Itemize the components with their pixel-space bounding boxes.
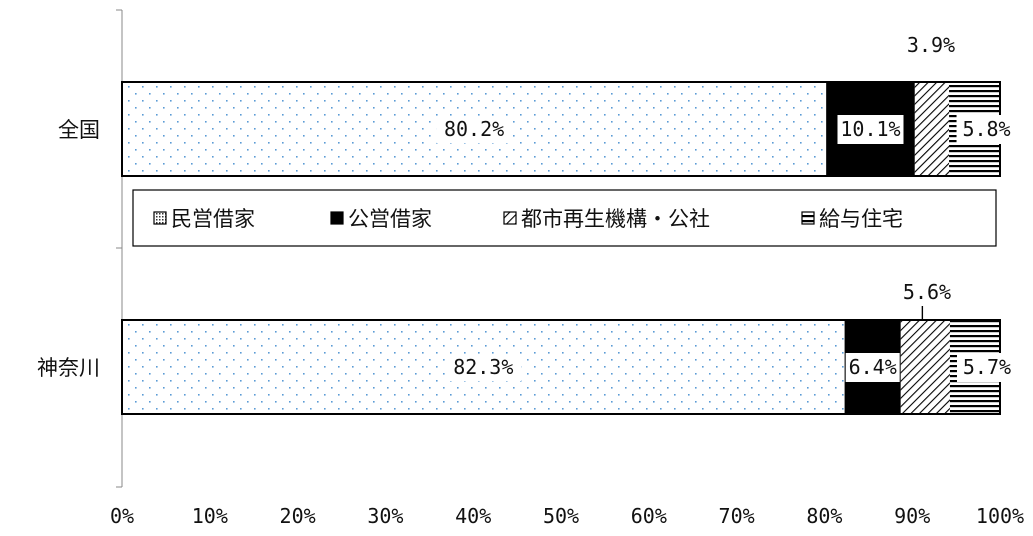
x-tick-label: 80% (806, 504, 842, 528)
x-tick-label: 10% (192, 504, 228, 528)
category-label: 全国 (58, 118, 100, 142)
x-tick-label: 20% (280, 504, 316, 528)
legend-swatch (801, 211, 815, 225)
legend-swatch (503, 211, 517, 225)
x-tick-label: 60% (631, 504, 667, 528)
data-label: 5.7% (963, 355, 1011, 379)
data-label: 82.3% (453, 355, 513, 379)
data-label: 10.1% (840, 117, 900, 141)
data-label-bg (436, 116, 513, 143)
data-label: 5.8% (962, 117, 1010, 141)
legend-label: 民営借家 (171, 207, 255, 231)
x-tick-label: 70% (719, 504, 755, 528)
legend-swatch (153, 211, 167, 225)
data-label-bg (445, 354, 522, 381)
bar-segment (914, 82, 950, 176)
legend-label: 都市再生機構・公社 (521, 207, 710, 231)
x-tick-label: 90% (894, 504, 930, 528)
legend-label: 公営借家 (348, 207, 432, 231)
data-label-bg (837, 115, 904, 144)
legend: 民営借家 公営借家 都市再生機構・公社 給与住宅 (132, 189, 997, 247)
data-label-bg (956, 353, 1017, 382)
data-label: 80.2% (444, 117, 504, 141)
legend-swatch (330, 211, 344, 225)
data-label-bg (956, 115, 1017, 144)
data-label: 3.9% (907, 33, 955, 57)
legend-label: 給与住宅 (819, 207, 903, 231)
x-tick-label: 30% (367, 504, 403, 528)
x-tick-label: 0% (110, 504, 134, 528)
data-label: 5.6% (903, 280, 951, 304)
x-tick-label: 50% (543, 504, 579, 528)
bar-segment (900, 320, 950, 414)
legend-box (132, 189, 997, 247)
x-tick-label: 40% (455, 504, 491, 528)
category-label: 神奈川 (37, 356, 100, 380)
labels-layer: 80.2% 10.1% 3.9% 5.8% 82.3% 6.4% 5.6% 5.7% (436, 33, 1017, 382)
data-label-bg (845, 353, 900, 382)
x-tick-label: 100% (976, 504, 1024, 528)
data-label: 6.4% (849, 355, 897, 379)
